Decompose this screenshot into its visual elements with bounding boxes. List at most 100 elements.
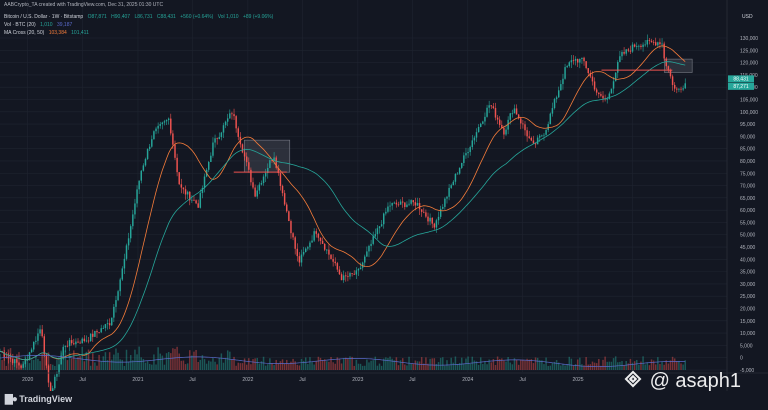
volume-bar — [359, 363, 362, 370]
volume-bar — [165, 353, 168, 370]
candle-body — [598, 92, 600, 95]
volume-bar — [366, 359, 368, 370]
candle-body — [237, 128, 239, 137]
y-tick-label: 130,000 — [740, 36, 758, 42]
candle-body — [654, 42, 657, 46]
ma-cross-label[interactable]: MA Cross (20, 50) — [4, 30, 45, 36]
volume-bar — [433, 358, 436, 370]
candle-body — [469, 147, 471, 153]
candle-body — [113, 306, 115, 318]
candle-body — [374, 234, 377, 237]
volume-bar — [591, 361, 594, 370]
candle-body — [89, 333, 92, 342]
currency-label[interactable]: USD — [742, 14, 753, 20]
volume-bar — [121, 359, 124, 370]
volume-bar — [286, 359, 288, 370]
candle-body — [68, 340, 71, 347]
candle-body — [370, 243, 372, 246]
volume-bar — [281, 359, 284, 370]
volume-bar — [669, 360, 672, 370]
candle-body — [248, 162, 250, 170]
volume-bar — [111, 359, 113, 370]
volume-bar — [442, 357, 444, 370]
volume-bar — [207, 360, 210, 370]
candle-body — [600, 94, 602, 96]
volume-bar — [163, 364, 166, 370]
candle-body — [382, 213, 385, 225]
candle-body — [172, 133, 174, 145]
candle-body — [193, 199, 195, 201]
candle-body — [496, 117, 499, 120]
candle-body — [572, 60, 575, 62]
candle-body — [176, 157, 178, 173]
candle-body — [16, 359, 18, 363]
candle-body — [640, 45, 642, 47]
candle-body — [625, 49, 627, 54]
candle-body — [680, 88, 682, 90]
volume-bar — [406, 365, 408, 370]
volume-bar — [482, 363, 484, 370]
volume-bar — [560, 365, 562, 370]
tv-brand-text: TradingView — [19, 394, 73, 404]
volume-bar — [574, 364, 577, 370]
candle-body — [319, 237, 322, 241]
volume-bar — [526, 358, 528, 370]
volume-bar — [218, 357, 221, 370]
symbol-name[interactable]: Bitcoin / U.S. Dollar · 1W · Bitstamp — [4, 14, 84, 20]
volume-bar — [115, 348, 117, 370]
volume-bar — [378, 363, 381, 370]
volume-bar — [357, 363, 360, 370]
ohlc-open: O87,871 — [87, 14, 107, 20]
candle-body — [157, 125, 159, 129]
candle-body — [543, 134, 545, 136]
candle-body — [541, 135, 543, 137]
volume-bar — [254, 358, 256, 370]
volume-bar — [125, 349, 128, 370]
candle-body — [22, 364, 24, 368]
candle-body — [452, 181, 455, 186]
tradingview-logo[interactable]: ▇● TradingView — [5, 394, 72, 405]
volume-bar — [338, 358, 341, 370]
candle-body — [260, 183, 263, 185]
volume-bar — [585, 357, 587, 370]
volume-bar — [380, 365, 383, 370]
volume-bar — [450, 357, 452, 370]
volume-bar — [625, 360, 627, 370]
volume-bar — [636, 359, 638, 370]
volume-bar — [178, 353, 180, 370]
volume-bar — [347, 358, 349, 370]
candle-body — [273, 157, 275, 161]
y-tick-label: 120,000 — [740, 61, 758, 67]
candle-body — [458, 167, 461, 174]
volume-bar — [294, 361, 296, 370]
candle-body — [94, 330, 96, 337]
candle-body — [490, 105, 493, 107]
y-tick-label: 80,000 — [740, 159, 756, 165]
volume-bar — [182, 360, 185, 370]
candle-body — [233, 114, 235, 117]
volume-bar — [532, 363, 535, 370]
volume-bar — [292, 358, 294, 370]
candle-body — [623, 52, 625, 54]
volume-bar — [509, 362, 511, 370]
candle-body — [678, 88, 680, 90]
volume-bar — [239, 363, 242, 370]
candle-body — [62, 346, 64, 356]
y-tick-label: 70,000 — [740, 184, 756, 190]
volume-bar — [427, 363, 429, 370]
ma-slow-value: 101,411 — [71, 30, 89, 36]
candle-body — [9, 357, 12, 359]
volume-indicator-label[interactable]: Vol · BTC (20) — [4, 22, 36, 28]
volume-bar — [290, 361, 292, 370]
volume-bar — [355, 359, 358, 370]
candle-body — [492, 106, 495, 109]
ohlc-volume-change: +89 (+9.06%) — [242, 14, 274, 20]
ohlc-high: H90,407 — [111, 14, 131, 20]
volume-bar — [539, 360, 541, 370]
volume-bar — [159, 353, 161, 370]
volume-bar — [614, 356, 617, 370]
volume-bar — [579, 357, 581, 370]
candle-body — [226, 118, 229, 122]
candle-body — [488, 105, 490, 108]
